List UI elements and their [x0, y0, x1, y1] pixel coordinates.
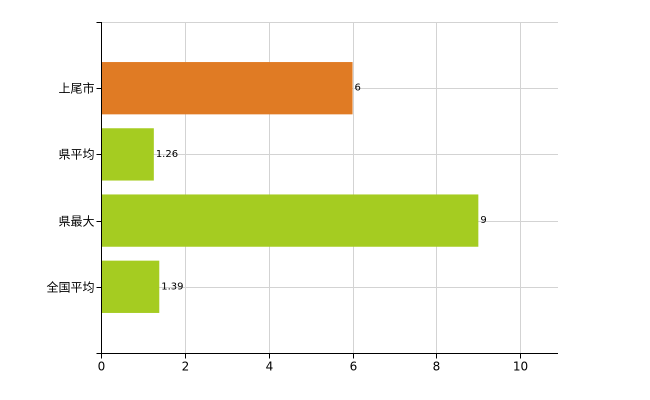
- bar: [101, 194, 479, 247]
- x-tick-label: 10: [513, 360, 528, 374]
- y-tick-label: 県最大: [58, 215, 94, 229]
- bar: [101, 260, 160, 313]
- x-tick-label: 6: [350, 360, 358, 374]
- y-tick-label: 上尾市: [58, 81, 94, 96]
- axes: [96, 22, 558, 359]
- x-tick-label: 2: [182, 360, 190, 374]
- data-label: 1.26: [156, 149, 178, 160]
- x-tick-label: 0: [98, 360, 106, 374]
- y-tick-label: 県平均: [58, 148, 94, 162]
- y-tick-label: 全国平均: [46, 280, 94, 295]
- x-tick-label: 8: [433, 360, 441, 374]
- data-label: 1.39: [161, 281, 183, 292]
- x-tick-label: 4: [266, 360, 274, 374]
- data-label: 9: [480, 215, 486, 226]
- bar: [101, 128, 154, 181]
- bars: [101, 62, 479, 313]
- data-label: 6: [355, 83, 361, 94]
- bar: [101, 62, 353, 115]
